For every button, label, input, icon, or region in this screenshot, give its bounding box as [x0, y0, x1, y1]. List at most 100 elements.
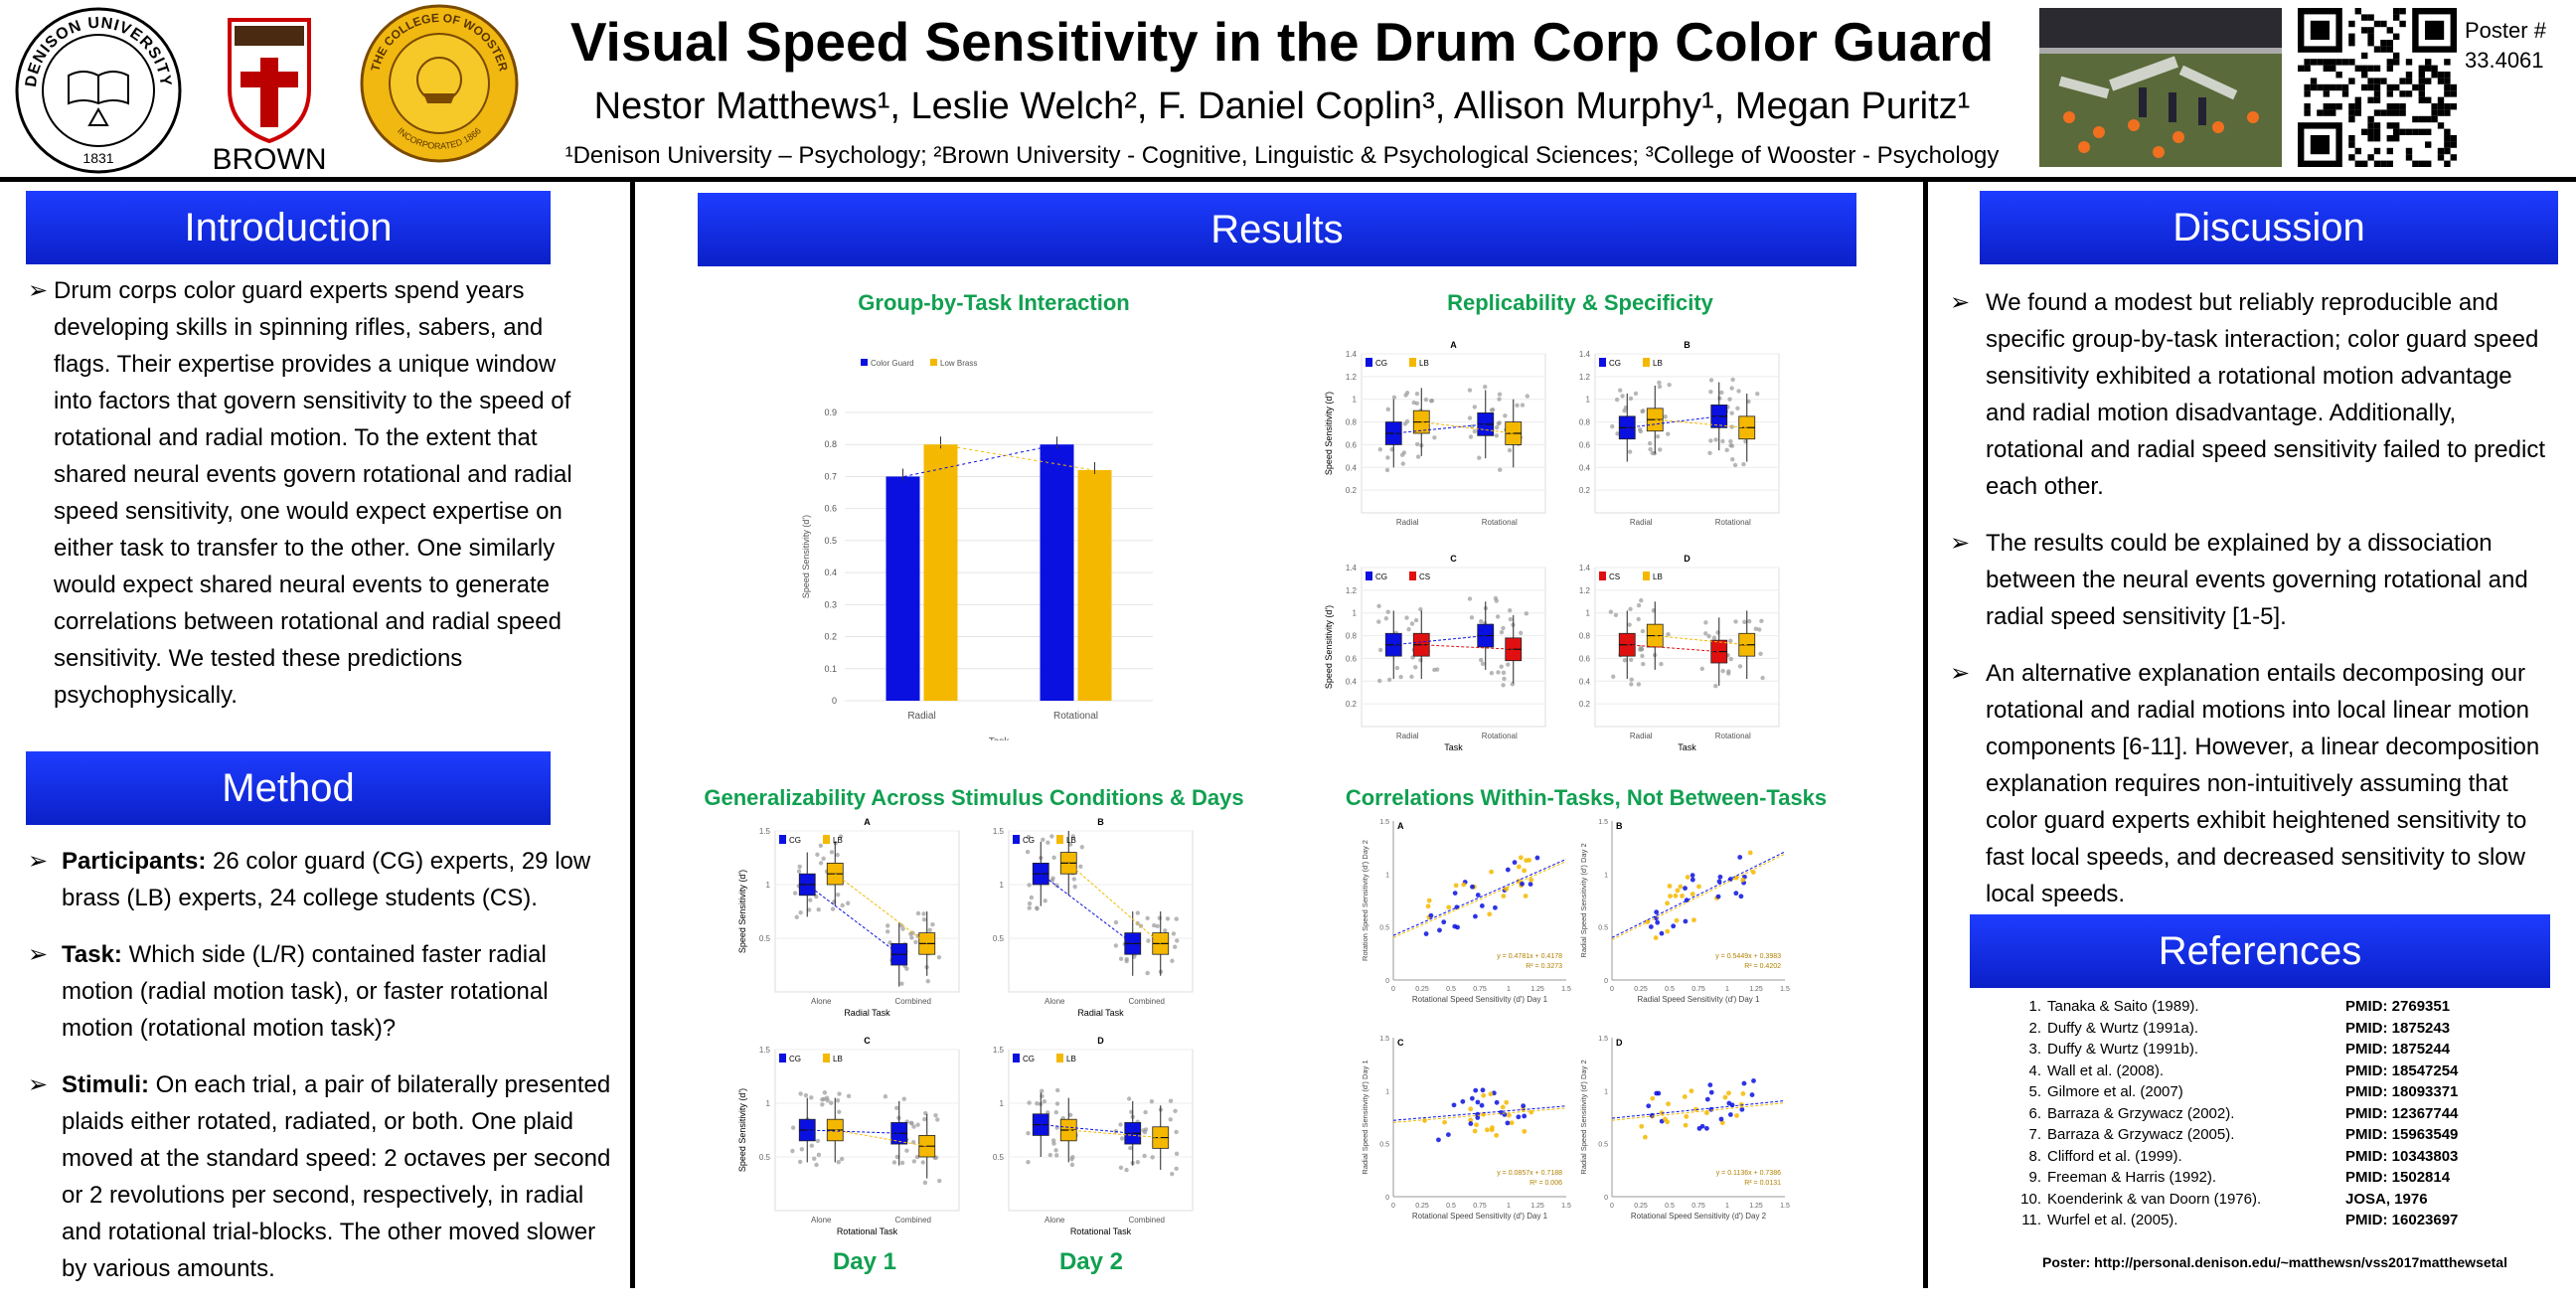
data-point	[1641, 661, 1646, 667]
data-point	[1026, 834, 1032, 840]
data-point	[1667, 382, 1672, 388]
data-point	[1503, 413, 1508, 418]
legend-swatch	[823, 1054, 830, 1062]
qr-module	[2304, 90, 2311, 97]
qr-module	[2405, 147, 2413, 155]
reference-pmid: PMID: 18093371	[2345, 1083, 2459, 1100]
reference-item: 2. Duffy & Wurtz (1991a). PMID: 1875243	[2004, 1018, 2560, 1040]
qr-module	[2405, 90, 2413, 97]
data-point	[1118, 956, 1124, 961]
data-point	[1622, 658, 1628, 663]
qr-module	[2304, 83, 2311, 91]
data-point	[910, 1139, 916, 1145]
data-point	[1485, 1127, 1490, 1133]
data-point	[933, 1112, 938, 1118]
data-point	[1143, 1127, 1149, 1132]
y-axis-label: Speed Sensitivity (d')	[801, 515, 811, 598]
data-point	[1135, 1160, 1141, 1165]
y-tick-label: 1.4	[1579, 564, 1591, 572]
fit-r-squared: R² = 0.0131	[1744, 1180, 1781, 1187]
data-point	[1675, 888, 1681, 894]
qr-code	[2298, 8, 2457, 167]
data-point	[1418, 606, 1423, 612]
x-tick-label: Alone	[811, 1216, 832, 1225]
column-divider-right	[1923, 182, 1928, 1288]
legend-swatch	[779, 835, 786, 844]
qr-module	[2341, 59, 2349, 66]
data-point	[1386, 677, 1392, 683]
reference-citation: Tanaka & Saito (1989).	[2047, 998, 2199, 1015]
poster-title: Visual Speed Sensitivity in the Drum Cor…	[569, 11, 1995, 73]
fit-equation: y = 0.5449x + 0.3983	[1715, 953, 1781, 960]
x-axis-label: Rotational Speed Sensitivity (d') Day 1	[1412, 995, 1548, 1004]
data-point	[1508, 616, 1514, 622]
data-point	[1746, 399, 1751, 405]
qr-module	[2354, 160, 2361, 167]
y-axis-label: Radial Speed Sensitivity (d') Day 2	[1579, 1060, 1588, 1174]
x-tick-label: 0.5	[1665, 986, 1675, 993]
x-tick-label: 1.5	[1780, 1203, 1790, 1210]
color-guard-photo	[2039, 8, 2282, 167]
data-point	[908, 1120, 914, 1126]
data-point	[1489, 408, 1495, 412]
data-point	[1027, 1100, 1032, 1105]
qr-module	[2335, 59, 2342, 66]
data-point	[1053, 1148, 1058, 1153]
data-point	[1404, 391, 1410, 396]
arrow-bullet-icon: ➢	[28, 941, 49, 968]
arrow-bullet-icon: ➢	[1950, 289, 1971, 316]
data-point	[1384, 467, 1390, 473]
qr-module	[2367, 96, 2374, 103]
qr-module	[2373, 147, 2381, 155]
data-point	[824, 1095, 830, 1100]
data-point	[1124, 1167, 1129, 1173]
data-point	[921, 916, 927, 922]
brown-wordmark: BROWN	[213, 143, 327, 175]
qr-module	[2399, 20, 2406, 28]
panel-label: B	[1684, 340, 1690, 350]
data-point	[1613, 612, 1619, 617]
qr-module	[2418, 83, 2425, 91]
reference-pmid: PMID: 1875244	[2345, 1041, 2451, 1058]
y-tick-label: 1.5	[1598, 819, 1608, 826]
qr-module	[2354, 65, 2361, 72]
qr-module	[2393, 14, 2400, 21]
data-point	[1759, 618, 1764, 624]
qr-module	[2386, 27, 2393, 34]
data-point	[1673, 893, 1679, 899]
data-point	[1728, 442, 1733, 448]
legend-label: CG	[1023, 836, 1035, 845]
data-point	[914, 1154, 920, 1160]
qr-module	[2412, 115, 2419, 123]
data-point	[1733, 891, 1739, 897]
data-point	[1611, 674, 1616, 679]
qr-module	[2393, 83, 2400, 91]
qr-module	[2323, 103, 2330, 110]
reference-number: 8.	[2028, 1147, 2041, 1165]
data-point	[1452, 923, 1458, 929]
denison-year: 1831	[82, 150, 113, 166]
data-point	[922, 1116, 927, 1122]
fit-r-squared: R² = 0.006	[1530, 1180, 1562, 1187]
introduction-bullet: ➢ Drum corps color guard experts spend ye…	[28, 272, 598, 714]
data-point	[1174, 916, 1179, 921]
data-point	[1409, 621, 1415, 626]
data-point	[1054, 1101, 1060, 1106]
poster-url[interactable]: Poster: http://personal.denison.edu/~mat…	[2042, 1254, 2507, 1270]
generalizability-title: Generalizability Across Stimulus Conditi…	[704, 785, 1244, 810]
data-point	[1475, 893, 1481, 898]
data-point	[1493, 904, 1498, 910]
legend-swatch	[1056, 1054, 1063, 1062]
data-point	[1520, 881, 1525, 887]
data-point	[1729, 386, 1734, 391]
x-tick-label: 0	[1391, 1203, 1395, 1210]
legend-swatch	[861, 359, 868, 366]
data-point	[1690, 873, 1695, 879]
legend-label: CG	[1375, 572, 1387, 581]
data-point	[1654, 1090, 1660, 1096]
data-point	[1145, 915, 1150, 921]
qr-module	[2373, 128, 2381, 135]
y-tick-label: 0	[1604, 978, 1608, 985]
y-axis-label: Speed Sensitivity (d')	[1324, 605, 1334, 689]
x-tick-label: 0.25	[1634, 1203, 1648, 1210]
